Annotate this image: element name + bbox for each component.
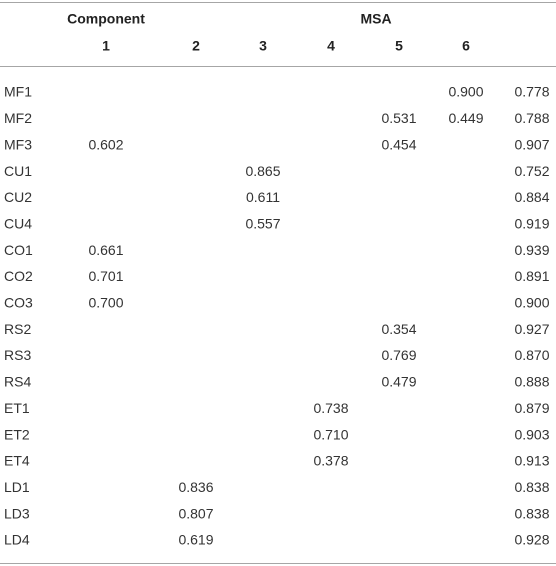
row-label: CO1: [4, 242, 33, 258]
cell: 0.778: [514, 84, 549, 100]
cell: 0.919: [514, 215, 549, 231]
cell: 0.738: [313, 400, 348, 416]
cell: 0.701: [88, 268, 123, 284]
cell: 0.891: [514, 268, 549, 284]
cell: 0.611: [246, 189, 280, 205]
cell: 0.807: [178, 505, 213, 521]
row-label: ET2: [4, 426, 30, 442]
row-label: MF3: [4, 136, 32, 152]
cell: 0.449: [448, 110, 483, 126]
cell: 0.900: [448, 84, 483, 100]
group-label: MSA: [360, 11, 391, 27]
cell: 0.454: [381, 136, 416, 152]
cell: 0.836: [178, 479, 213, 495]
cell: 0.619: [178, 532, 213, 548]
cell: 0.788: [514, 110, 549, 126]
cell: 0.354: [381, 321, 416, 337]
column-header: 2: [192, 38, 200, 54]
row-label: CU1: [4, 163, 32, 179]
cell: 0.879: [514, 400, 549, 416]
cell: 0.865: [245, 163, 280, 179]
cell: 0.710: [313, 426, 348, 442]
column-header: 5: [395, 38, 403, 54]
cell: 0.531: [381, 110, 416, 126]
row-label: CO3: [4, 295, 33, 311]
group-label: Component: [67, 11, 145, 27]
row-label: RS2: [4, 321, 31, 337]
row-label: CU4: [4, 215, 32, 231]
row-label: ET4: [4, 453, 30, 469]
cell: 0.838: [514, 505, 549, 521]
cell: 0.903: [514, 426, 549, 442]
column-header: 3: [259, 38, 267, 54]
row-label: ET1: [4, 400, 30, 416]
row-label: RS4: [4, 374, 31, 390]
row-label: LD3: [4, 505, 30, 521]
cell: 0.479: [381, 374, 416, 390]
row-label: MF1: [4, 84, 32, 100]
cell: 0.661: [88, 242, 123, 258]
row-label: MF2: [4, 110, 32, 126]
cell: 0.378: [313, 453, 348, 469]
cell: 0.907: [514, 136, 549, 152]
column-header: 4: [327, 38, 335, 54]
cell: 0.700: [88, 295, 123, 311]
cell: 0.913: [514, 453, 549, 469]
cell: 0.557: [245, 215, 280, 231]
cell: 0.939: [514, 242, 549, 258]
row-label: LD4: [4, 532, 30, 548]
cell: 0.752: [514, 163, 549, 179]
row-label: RS3: [4, 347, 31, 363]
row-label: CO2: [4, 268, 33, 284]
cell: 0.888: [514, 374, 549, 390]
column-header: 1: [102, 38, 110, 54]
row-label: LD1: [4, 479, 30, 495]
cell: 0.870: [514, 347, 549, 363]
cell: 0.928: [514, 532, 549, 548]
column-header: 6: [462, 38, 470, 54]
cell: 0.884: [514, 189, 549, 205]
cell: 0.769: [381, 347, 416, 363]
cell: 0.927: [514, 321, 549, 337]
cell: 0.602: [88, 136, 123, 152]
row-label: CU2: [4, 189, 32, 205]
cell: 0.838: [514, 479, 549, 495]
cell: 0.900: [514, 295, 549, 311]
